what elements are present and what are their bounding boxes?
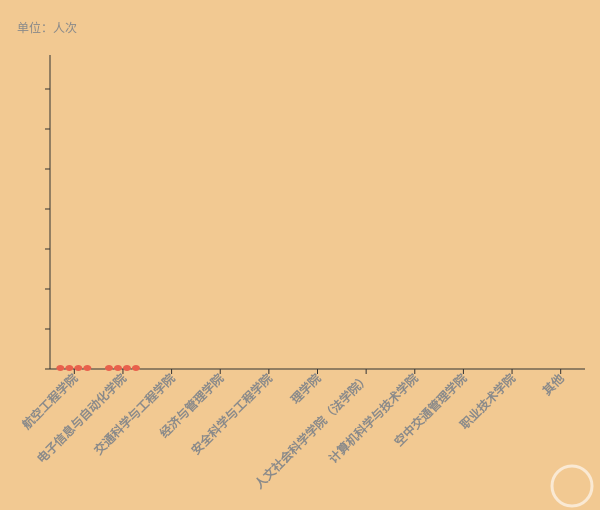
x-tick-label: 安全科学与工程学院 bbox=[188, 371, 275, 458]
bar bbox=[83, 365, 92, 371]
bar bbox=[74, 365, 83, 371]
x-tick-label: 交通科学与工程学院 bbox=[91, 371, 178, 458]
logo bbox=[550, 464, 594, 508]
bar bbox=[65, 365, 74, 371]
x-tick-label: 电子信息与自动化学院 bbox=[34, 371, 129, 466]
x-tick-label: 计算机科学与技术学院 bbox=[325, 371, 420, 466]
bar bbox=[104, 365, 113, 371]
bar bbox=[56, 365, 65, 371]
x-tick-label: 其他 bbox=[539, 371, 567, 399]
unit-label: 单位：人次 bbox=[17, 20, 77, 35]
bar bbox=[122, 365, 131, 371]
bar bbox=[131, 365, 140, 371]
bar bbox=[113, 365, 122, 371]
x-tick-label: 理学院 bbox=[288, 371, 324, 407]
